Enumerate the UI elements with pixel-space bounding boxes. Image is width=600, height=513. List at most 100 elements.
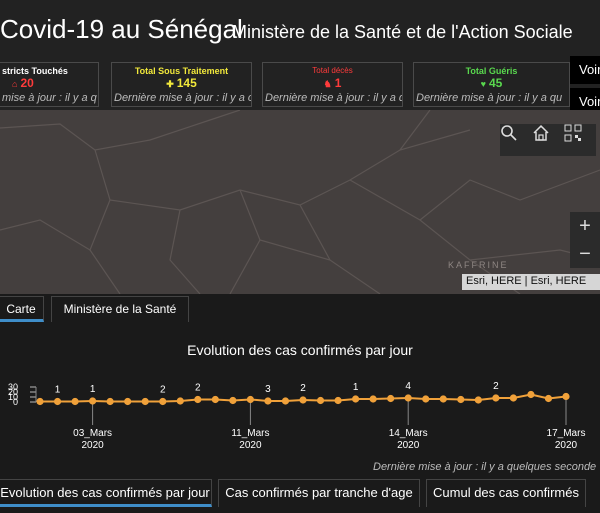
y-tick-label: 0 [13,397,18,407]
card-label: Total Guéris [465,66,518,76]
x-tick-label: 14_Mars [389,428,428,439]
data-point [334,396,342,405]
card-value: 20 [20,76,34,90]
card-footer: Dernière mise à jour : il y a qu [416,92,563,104]
card-sous-traitement[interactable]: Total Sous Traitement ✚ 145 Dernière mise… [111,62,252,107]
card-label: Total Sous Traitement [134,66,229,76]
line-chart: 302010003_Mars202011_Mars202014_Mars2020… [8,381,586,451]
tab-evolution[interactable]: Evolution des cas confirmés par jour [0,479,212,507]
map-place-label: KAFFRINE [448,260,509,270]
card-deces[interactable]: Total décès ♞ 1 Dernière mise à jour : il… [262,62,403,107]
map-tabs: Carte Ministère de la Santé [0,294,600,324]
data-point [159,397,167,406]
data-point [387,394,395,403]
data-label: 4 [405,381,411,392]
data-point [316,396,325,405]
page-title: Covid-19 au Sénégal [0,14,243,44]
card-label: stricts Touchés [2,66,68,76]
card-label: Total décès [312,66,353,75]
x-tick-label: 17_Mars [547,428,586,439]
data-point [229,396,237,405]
card-gueris[interactable]: Total Guéris ♥ 45 Dernière mise à jour : … [413,62,570,107]
data-point [562,392,570,401]
y-tick-label: 10 [8,392,18,402]
data-label: 2 [493,381,499,392]
page-subtitle: Ministère de la Santé et de l'Action Soc… [232,22,573,42]
card-value: 145 [176,76,197,90]
zoom-in-button[interactable]: + [570,212,600,240]
data-point [544,394,553,403]
card-value-row: ✚ 145 [112,76,251,90]
card-value-row: ♞ 1 [263,76,402,90]
search-icon[interactable] [500,124,532,156]
data-point [509,394,517,402]
x-tick-year: 2020 [239,440,262,451]
data-point [457,395,465,404]
x-tick-year: 2020 [555,440,578,451]
card-footer: mise à jour : il y a q [2,92,97,104]
chart-panel: Evolution des cas confirmés par jour 30 2… [0,330,600,480]
data-point [176,397,184,405]
data-point [527,390,535,399]
data-label: 1 [90,384,96,395]
chart-title: Evolution des cas confirmés par jour [187,342,413,358]
map-view[interactable]: + − KAFFRINE Esri, HERE | Esri, HERE [0,110,600,294]
data-point [53,397,62,406]
data-point [422,395,430,403]
data-point [439,395,447,403]
card-footer: Dernière mise à jour : il y a q [265,92,403,104]
data-point [369,395,377,403]
x-tick-label: 03_Mars [73,428,112,439]
tab-carte[interactable]: Carte [0,296,44,322]
death-icon: ♞ [323,79,332,89]
card-value-row: ⌂ 20 [12,76,98,90]
data-label: 2 [160,385,166,396]
data-label: 1 [55,385,61,396]
card-value: 45 [488,76,503,90]
app-header: Covid-19 au Sénégal Ministère de la Sant… [0,0,600,62]
data-point [141,397,149,406]
data-point [352,395,360,403]
tab-ministere[interactable]: Ministère de la Santé [51,296,189,322]
x-tick-label: 11_Mars [231,428,269,439]
last-update-note: Dernière mise à jour : il y a quelques s… [373,461,597,473]
x-tick-year: 2020 [81,440,104,451]
pin-icon: ⌂ [12,79,18,89]
data-point [299,396,307,404]
data-point [404,394,412,402]
voir-button-1[interactable]: Voir [570,56,600,84]
data-point [281,397,290,405]
data-label: 3 [265,384,271,395]
card-value-row: ♥ 45 [414,76,569,90]
chart-tabs: Evolution des cas confirmés par jour Cas… [0,477,600,513]
data-label: 2 [195,383,201,394]
data-point [124,397,132,406]
y-tick-label: 20 [8,387,18,397]
data-point [194,395,202,404]
y-tick-label: 30 [8,382,18,392]
qr-code-icon[interactable] [564,124,596,156]
zoom-out-button[interactable]: − [570,240,600,268]
tab-cumul[interactable]: Cumul des cas confirmés [426,479,586,507]
data-point [264,397,272,405]
bed-icon: ✚ [166,79,174,89]
map-toolbar [500,124,596,156]
card-footer: Dernière mise à jour : il y a c [114,92,252,104]
card-value: 1 [334,76,342,90]
data-point [474,396,482,404]
data-point [71,397,79,406]
home-icon[interactable] [532,124,564,156]
card-districts[interactable]: stricts Touchés ⌂ 20 mise à jour : il y a… [0,62,99,107]
data-point [211,395,219,404]
data-point [89,397,97,405]
stat-cards: stricts Touchés ⌂ 20 mise à jour : il y a… [0,62,600,110]
x-tick-year: 2020 [397,440,420,451]
data-point [106,397,114,406]
data-point [492,394,500,402]
tab-tranche-age[interactable]: Cas confirmés par tranche d'age [218,479,420,507]
data-label: 2 [300,383,306,394]
data-point [36,397,44,406]
recovered-icon: ♥ [480,79,486,89]
data-point [246,395,254,404]
map-attribution[interactable]: Esri, HERE | Esri, HERE [462,274,600,290]
